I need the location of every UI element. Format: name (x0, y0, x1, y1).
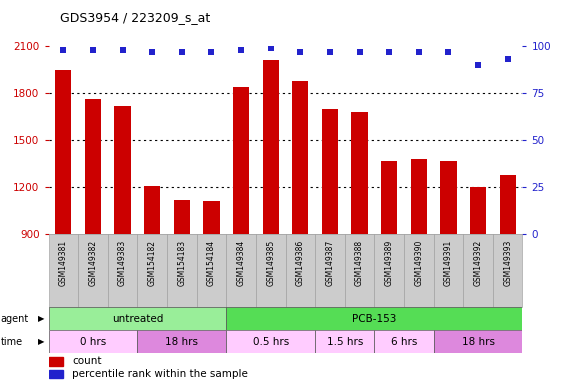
Bar (286, 234, 315, 307)
Bar (263, 60, 279, 234)
Text: GSM149392: GSM149392 (473, 240, 482, 286)
Text: agent: agent (1, 314, 29, 324)
Text: 18 hrs: 18 hrs (166, 337, 198, 347)
Bar (226, 234, 256, 307)
Point (296, 49, 305, 55)
Point (118, 47, 127, 53)
Point (59, 47, 68, 53)
Text: GSM149386: GSM149386 (296, 240, 305, 286)
Bar (375, 234, 404, 307)
Text: GSM149388: GSM149388 (355, 240, 364, 286)
Point (236, 47, 246, 53)
Bar (433, 234, 463, 307)
Point (89, 47, 98, 53)
Bar (411, 159, 427, 234)
Text: ▶: ▶ (38, 337, 45, 346)
Bar (226, 330, 315, 353)
Point (355, 49, 364, 55)
Bar (85, 99, 101, 234)
Text: GSM149393: GSM149393 (503, 240, 512, 286)
Text: time: time (1, 337, 23, 347)
Bar (167, 234, 196, 307)
Bar (256, 234, 286, 307)
Point (148, 49, 157, 55)
Text: count: count (73, 356, 102, 366)
Text: percentile rank within the sample: percentile rank within the sample (73, 369, 248, 379)
Text: GSM154182: GSM154182 (148, 240, 156, 286)
Point (503, 56, 512, 62)
Bar (114, 106, 131, 234)
Point (207, 49, 216, 55)
Bar (315, 330, 375, 353)
Bar (470, 187, 486, 234)
Bar (493, 234, 522, 307)
Bar (108, 234, 138, 307)
Bar (292, 81, 308, 234)
Text: GSM154184: GSM154184 (207, 240, 216, 286)
Bar (440, 161, 457, 234)
Text: untreated: untreated (112, 314, 163, 324)
Bar (404, 234, 433, 307)
Bar (55, 70, 71, 234)
Bar (138, 330, 226, 353)
Point (444, 49, 453, 55)
Bar (49, 330, 138, 353)
Point (266, 45, 275, 51)
Bar (375, 330, 433, 353)
Text: 0.5 hrs: 0.5 hrs (252, 337, 289, 347)
Bar (49, 370, 63, 379)
Bar (144, 185, 160, 234)
Point (473, 62, 482, 68)
Text: GSM154183: GSM154183 (178, 240, 186, 286)
Text: GSM149390: GSM149390 (415, 240, 423, 286)
Text: GSM149389: GSM149389 (385, 240, 393, 286)
Bar (433, 330, 522, 353)
Bar (351, 112, 368, 234)
Text: GSM149383: GSM149383 (118, 240, 127, 286)
Bar (345, 234, 375, 307)
Text: PCB-153: PCB-153 (352, 314, 396, 324)
Bar (315, 234, 345, 307)
Bar (196, 234, 226, 307)
Text: ▶: ▶ (38, 314, 45, 323)
Text: 1.5 hrs: 1.5 hrs (327, 337, 363, 347)
Text: GSM149382: GSM149382 (89, 240, 98, 286)
Bar (49, 307, 226, 330)
Text: GSM149381: GSM149381 (59, 240, 68, 286)
Point (325, 49, 335, 55)
Point (385, 49, 394, 55)
Bar (78, 234, 108, 307)
Bar (226, 307, 522, 330)
Text: GSM149385: GSM149385 (266, 240, 275, 286)
Bar (500, 175, 516, 234)
Text: 18 hrs: 18 hrs (461, 337, 494, 347)
Bar (203, 201, 220, 234)
Text: 6 hrs: 6 hrs (391, 337, 417, 347)
Point (414, 49, 423, 55)
Text: GSM149391: GSM149391 (444, 240, 453, 286)
Bar (381, 161, 397, 234)
Text: 0 hrs: 0 hrs (80, 337, 106, 347)
Bar (138, 234, 167, 307)
Bar (174, 200, 190, 234)
Text: GSM149387: GSM149387 (325, 240, 335, 286)
Point (177, 49, 186, 55)
Text: GSM149384: GSM149384 (236, 240, 246, 286)
Bar (49, 234, 78, 307)
Text: GDS3954 / 223209_s_at: GDS3954 / 223209_s_at (60, 12, 210, 25)
Bar (49, 357, 63, 366)
Bar (233, 87, 249, 234)
Bar (463, 234, 493, 307)
Bar (322, 109, 338, 234)
